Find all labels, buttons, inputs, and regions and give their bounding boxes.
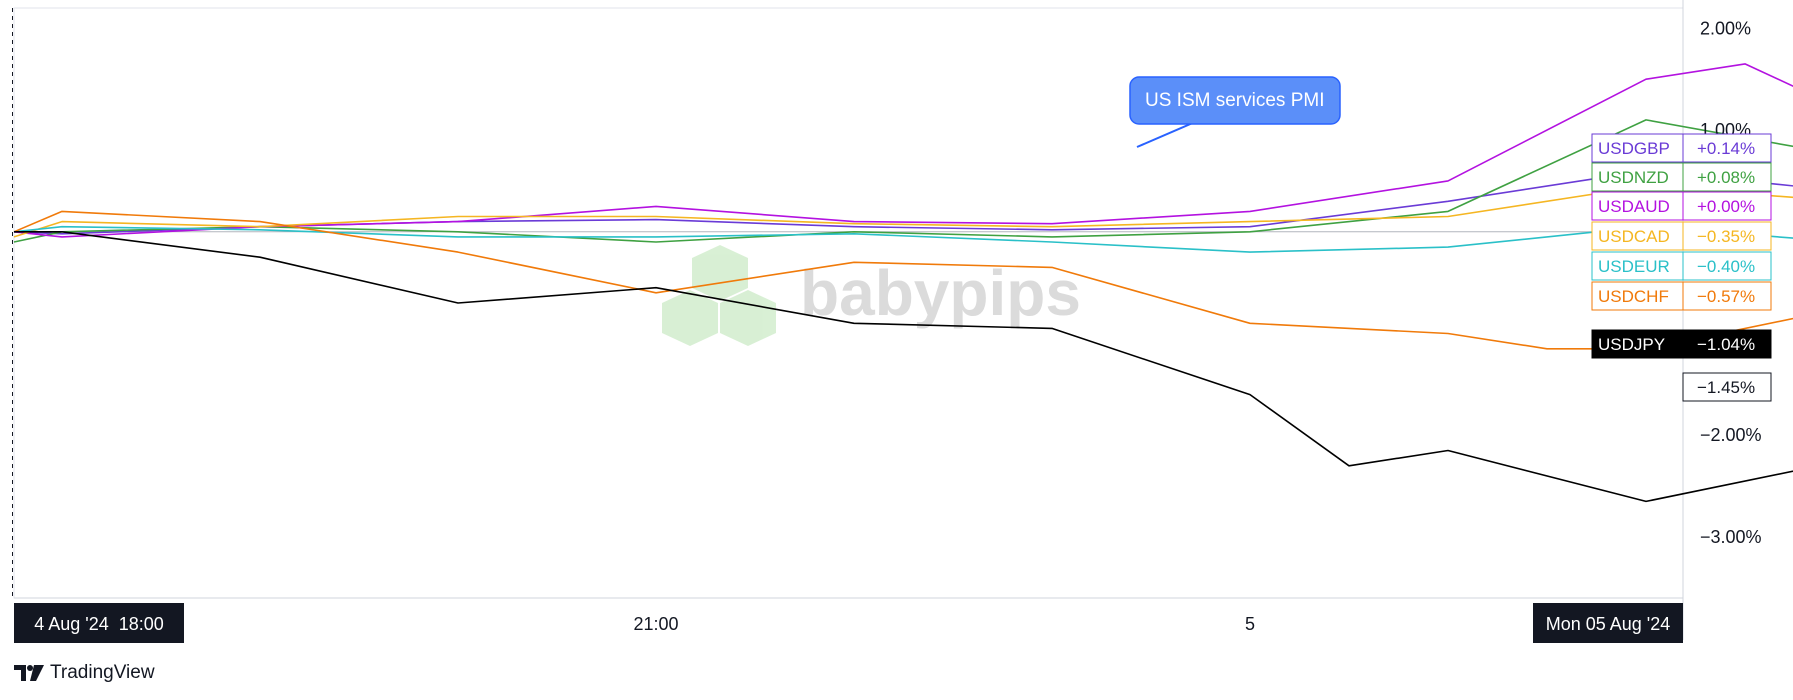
series-line-usdjpy (14, 231, 1793, 503)
legend-value: −1.04% (1697, 335, 1755, 354)
series-line-usdchf (13, 210, 1793, 350)
x-tick-label: 4 Aug '24 18:00 (34, 614, 164, 634)
legend-value-box (1682, 221, 1772, 251)
legend-value-box (1682, 281, 1772, 311)
callout-label: US ISM services PMI (1145, 90, 1324, 111)
callout-box (1129, 76, 1341, 125)
series-line-usdeur (13, 225, 1793, 253)
legend-name-box (1591, 133, 1684, 163)
x-tick-label: Mon 05 Aug '24 (1546, 614, 1671, 634)
event-callout: US ISM services PMI (1129, 76, 1341, 148)
legend-value: −0.40% (1697, 257, 1755, 276)
series-line-usdnzd (13, 119, 1793, 243)
legend-name-box (1591, 329, 1684, 359)
legend-name: USDAUD (1598, 197, 1670, 216)
x-tick-highlight (14, 603, 184, 643)
price-tag-box (1682, 372, 1772, 402)
y-tick-label: −2.00% (1700, 425, 1762, 445)
tradingview-logo-icon (14, 665, 44, 681)
legend-name-box (1591, 281, 1684, 311)
price-tag-value: −1.45% (1697, 378, 1755, 397)
footer-brand: TradingView (50, 662, 155, 683)
legend-value-box (1682, 191, 1772, 221)
legend-name: USDGBP (1598, 139, 1670, 158)
legend-name-box (1591, 251, 1684, 281)
x-axis: 4 Aug '24 18:0021:00503:0006:0009:0012:0… (14, 597, 1683, 643)
legend-value: +0.14% (1697, 139, 1755, 158)
watermark-text: babypips (800, 257, 1081, 329)
legend-value-box (1682, 329, 1772, 359)
series-lines (13, 63, 1793, 503)
legend-value-box (1682, 162, 1772, 192)
legend-value: −0.35% (1697, 227, 1755, 246)
series-line-usdcad (13, 185, 1793, 238)
y-tick-label: −3.00% (1700, 527, 1762, 547)
legend-name: USDNZD (1598, 168, 1669, 187)
legend-name: USDJPY (1598, 335, 1665, 354)
legend-value: +0.08% (1697, 168, 1755, 187)
vertical-markers (12, 8, 13, 598)
legend-value: −0.57% (1697, 287, 1755, 306)
callout-pointer (1136, 121, 1196, 148)
legend-name-box (1591, 162, 1684, 192)
legend-value: +0.00% (1697, 197, 1755, 216)
x-tick-label: 5 (1245, 614, 1255, 634)
x-tick-highlight (1533, 603, 1683, 643)
y-tick-label: 2.00% (1700, 18, 1751, 38)
legend-badges: USDGBP +0.14% USDNZD +0.08% USDAUD +0.00% USDC… (1591, 133, 1772, 402)
series-line-usdaud (13, 63, 1793, 238)
babypips-cubes-logo-icon (662, 245, 776, 346)
legend-name-box (1591, 221, 1684, 251)
legend-name: USDCHF (1598, 287, 1669, 306)
legend-value-box (1682, 133, 1772, 163)
legend-name: USDEUR (1598, 257, 1670, 276)
x-tick-label: 21:00 (633, 614, 678, 634)
footer: TradingView (14, 662, 155, 684)
legend-name-box (1591, 191, 1684, 221)
series-line-usdgbp (13, 170, 1793, 235)
legend-name: USDCAD (1598, 227, 1670, 246)
legend-value-box (1682, 251, 1772, 281)
